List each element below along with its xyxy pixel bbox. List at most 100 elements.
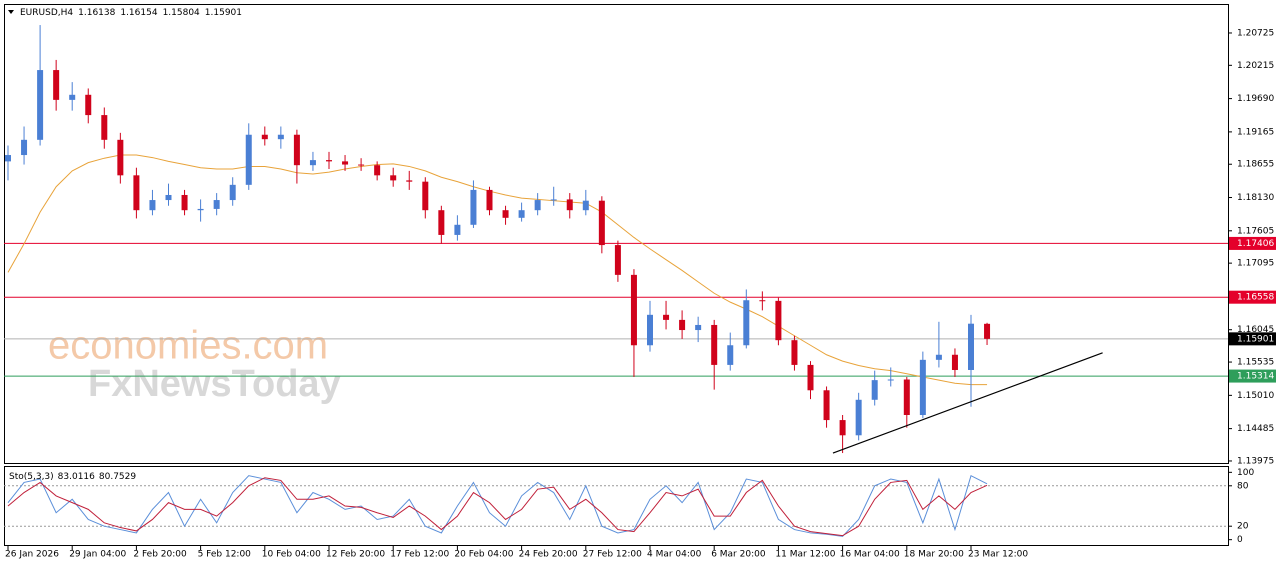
header-value: 1.16138	[78, 8, 115, 18]
y-tick-label: 1.20215	[1237, 61, 1274, 71]
candle-body	[374, 165, 381, 176]
candle-body	[919, 359, 926, 416]
candle-body	[165, 194, 172, 201]
candle-body	[823, 390, 830, 421]
candle-body	[582, 200, 589, 211]
candle-body	[229, 184, 236, 201]
candle-body	[727, 345, 734, 365]
candle-body	[293, 134, 300, 166]
header-value: 1.15901	[205, 8, 242, 18]
y-tick-label: 1.15535	[1237, 358, 1274, 368]
y-tick-label: 1.18130	[1237, 193, 1274, 203]
candle-body	[968, 323, 974, 370]
current-price-label: 1.15901	[1237, 334, 1274, 344]
candle-body	[550, 199, 557, 201]
candle-body	[309, 160, 316, 166]
candle-body	[935, 354, 942, 360]
candle-body	[470, 189, 477, 225]
candle-body	[261, 134, 268, 140]
y-tick-label: 1.19690	[1237, 94, 1274, 104]
x-tick-label: 26 Jan 2026	[5, 550, 59, 560]
header-value: 1.15804	[163, 8, 200, 18]
candle-body	[855, 399, 862, 436]
y-tick-label: 1.17095	[1237, 259, 1274, 269]
candle-body	[984, 323, 991, 339]
candle-body	[887, 379, 894, 381]
current-price-box	[1229, 332, 1276, 346]
header-value: Sto(5,3,3)	[9, 472, 54, 482]
indicator-header: Sto(5,3,3) 83.0116 80.7529	[9, 472, 136, 482]
candle-body	[486, 189, 493, 211]
watermark: FxNewsToday	[88, 363, 341, 405]
header-arrow	[8, 10, 14, 14]
candle-body	[181, 194, 188, 211]
candle-body	[679, 319, 686, 331]
candle-body	[406, 180, 413, 182]
candle-body	[213, 200, 220, 209]
candle-body	[711, 324, 718, 365]
candle-body	[390, 175, 397, 181]
x-tick-label: 27 Feb 12:00	[583, 550, 642, 560]
candle-body	[807, 364, 814, 391]
y-tick-label: 1.19165	[1237, 127, 1274, 137]
candle-body	[791, 340, 798, 365]
candle-body	[663, 314, 670, 320]
level-label: 1.15314	[1237, 372, 1274, 382]
candle-body	[133, 175, 140, 211]
y-tick-label: 1.16045	[1237, 325, 1274, 335]
candle-body	[149, 200, 156, 211]
y-tick-label: 0	[1237, 535, 1243, 545]
candle-body	[277, 134, 284, 140]
candle-body	[614, 245, 621, 275]
level-label-box	[1229, 290, 1276, 304]
watermark: economies.com	[48, 324, 328, 368]
candle-body	[743, 300, 750, 346]
level-label-box	[1229, 236, 1276, 250]
stoch-frame	[4, 466, 1229, 546]
candle-body	[85, 94, 92, 116]
level-label: 1.17406	[1237, 239, 1274, 249]
candle-body	[454, 224, 461, 235]
candle-body	[21, 139, 28, 156]
candle-body	[358, 164, 365, 166]
y-tick-label: 1.14485	[1237, 424, 1274, 434]
candle-body	[342, 161, 349, 165]
x-tick-label: 5 Feb 12:00	[198, 550, 252, 560]
candle-body	[518, 210, 525, 218]
header-value: EURUSD,H4	[20, 8, 73, 18]
candle-body	[871, 380, 878, 400]
y-tick-label: 1.18655	[1237, 160, 1274, 170]
candle-body	[326, 160, 332, 162]
candle-body	[37, 70, 44, 140]
level-label-box	[1229, 369, 1276, 383]
candle-body	[438, 210, 445, 235]
x-tick-label: 24 Feb 20:00	[519, 550, 578, 560]
candle-body	[903, 379, 910, 416]
candle-body	[53, 70, 60, 100]
candle-body	[566, 199, 573, 211]
x-tick-label: 17 Feb 12:00	[390, 550, 449, 560]
x-tick-label: 11 Mar 12:00	[775, 550, 835, 560]
trend-line	[832, 352, 1103, 454]
x-tick-label: 23 Mar 12:00	[968, 550, 1028, 560]
candle-body	[759, 300, 766, 302]
candle-body	[951, 354, 958, 370]
candle-body	[534, 200, 541, 211]
x-tick-label: 12 Feb 20:00	[326, 550, 385, 560]
candle-body	[69, 94, 76, 100]
header-value: 83.0116	[58, 472, 95, 482]
chart-header: EURUSD,H4 1.16138 1.16154 1.15804 1.15901	[20, 8, 242, 18]
level-label: 1.16558	[1237, 293, 1274, 303]
y-tick-label: 20	[1237, 522, 1249, 532]
candle-body	[101, 115, 108, 140]
header-value: 1.16154	[120, 8, 157, 18]
candle-body	[647, 314, 653, 346]
stoch-line	[7, 474, 988, 537]
y-tick-label: 1.15010	[1237, 391, 1274, 401]
x-tick-label: 10 Feb 04:00	[262, 550, 321, 560]
candle-body	[117, 139, 124, 176]
candle-body	[197, 208, 204, 211]
x-tick-label: 29 Jan 04:00	[69, 550, 126, 560]
